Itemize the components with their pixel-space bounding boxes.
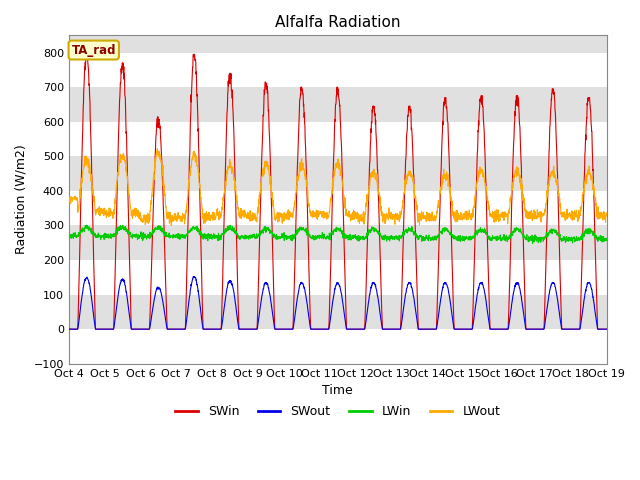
Bar	[68, 53, 607, 87]
Bar	[68, 122, 607, 156]
Bar	[68, 329, 607, 364]
Title: Alfalfa Radiation: Alfalfa Radiation	[275, 15, 401, 30]
Text: TA_rad: TA_rad	[72, 44, 116, 57]
Legend: SWin, SWout, LWin, LWout: SWin, SWout, LWin, LWout	[170, 400, 505, 423]
X-axis label: Time: Time	[323, 384, 353, 397]
Bar	[68, 191, 607, 226]
Bar	[68, 260, 607, 295]
Y-axis label: Radiation (W/m2): Radiation (W/m2)	[15, 144, 28, 254]
